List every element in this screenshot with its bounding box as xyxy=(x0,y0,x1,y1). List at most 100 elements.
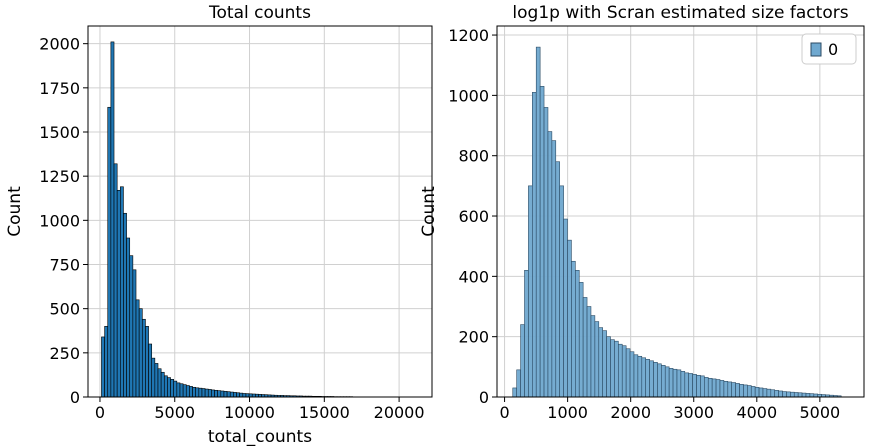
legend-label: 0 xyxy=(828,40,838,59)
histogram-bar xyxy=(539,86,545,398)
histogram-bar xyxy=(160,371,165,398)
histogram-bar xyxy=(198,387,203,398)
histogram-bar xyxy=(120,186,124,398)
histogram-bar xyxy=(664,366,670,398)
histogram-bar xyxy=(590,315,596,398)
histogram-bar xyxy=(145,326,149,398)
histogram-bar xyxy=(141,318,146,398)
y-tick-label: 1250 xyxy=(39,167,80,186)
histogram-bar xyxy=(239,392,244,398)
histogram-bar xyxy=(661,365,666,398)
histogram-bar xyxy=(762,388,768,398)
chart-log1p-scran: 0 1000 2000 3000 4000 5000 0 200 400 600 800 1000 12… xyxy=(419,3,865,422)
histogram-bar xyxy=(528,185,533,398)
histogram-bar xyxy=(233,392,237,398)
histogram-bar xyxy=(805,393,811,398)
histogram-bar xyxy=(547,131,553,398)
y-axis-label: Count xyxy=(419,186,439,237)
y-tick-label: 800 xyxy=(458,147,489,166)
axes-frame xyxy=(496,25,865,398)
histogram-bar xyxy=(126,237,131,398)
x-tick-label: 5000 xyxy=(799,403,840,422)
histogram-bar xyxy=(614,340,619,398)
histogram-bar xyxy=(524,270,529,398)
y-tick-label: 750 xyxy=(49,256,80,275)
histogram-bar xyxy=(692,374,697,398)
histogram-bar xyxy=(520,324,525,398)
histogram-bar xyxy=(606,336,611,398)
legend-swatch xyxy=(810,42,822,57)
y-tick-label: 1000 xyxy=(39,211,80,230)
y-tick-label: 1500 xyxy=(39,123,80,142)
histogram-bar xyxy=(211,389,215,398)
histogram-bar xyxy=(747,385,752,398)
x-tick-label: 2000 xyxy=(610,403,651,422)
histogram-bar xyxy=(563,218,568,398)
histogram-bar xyxy=(790,391,795,398)
histogram-bar xyxy=(750,386,756,398)
chart-total-counts: 0 5000 10000 15000 20000 0 250 500 750 1000 1250 15… xyxy=(5,3,433,447)
x-tick-label: 20000 xyxy=(374,403,425,422)
histogram-bar xyxy=(154,363,159,398)
histogram-bar xyxy=(242,393,247,398)
histogram-bar xyxy=(793,392,799,398)
axes-frame xyxy=(87,25,433,398)
y-tick-label: 1200 xyxy=(448,26,489,45)
histogram-bar xyxy=(707,377,713,398)
histogram-bar xyxy=(645,358,650,398)
histogram-bar xyxy=(185,385,190,398)
histogram-bar xyxy=(543,107,549,398)
histogram-bar xyxy=(555,161,560,398)
y-tick-label: 0 xyxy=(70,388,80,407)
histogram-bar xyxy=(766,388,772,398)
x-tick-label: 0 xyxy=(499,403,509,422)
histogram-bar xyxy=(676,369,682,398)
y-tick-label: 250 xyxy=(49,344,80,363)
histogram-bar xyxy=(157,368,162,398)
x-tick-label: 4000 xyxy=(736,403,777,422)
histogram-bar xyxy=(182,384,187,398)
histogram-bar xyxy=(236,392,240,398)
histogram-bar xyxy=(113,163,118,398)
histogram-bar xyxy=(512,387,517,398)
histogram-bar xyxy=(653,362,658,398)
histogram-bar xyxy=(245,393,250,398)
histogram-bar xyxy=(758,387,764,398)
histogram-bar xyxy=(204,388,209,398)
histogram-bar xyxy=(637,355,643,398)
histogram-bar xyxy=(167,377,171,398)
histogram-bar xyxy=(132,269,137,398)
histogram-bar xyxy=(797,392,803,398)
histogram-bar xyxy=(189,386,193,398)
histogram-bar xyxy=(217,390,222,398)
chart-title: log1p with Scran estimated size factors xyxy=(512,3,848,23)
histogram-bar xyxy=(629,351,635,398)
histogram-bar xyxy=(575,270,580,398)
x-tick-label: 5000 xyxy=(154,403,195,422)
histogram-bar xyxy=(578,282,584,398)
histogram-bar xyxy=(735,383,740,398)
histogram-bar xyxy=(743,384,748,398)
histogram-bar xyxy=(179,383,184,398)
y-tick-label: 0 xyxy=(479,388,489,407)
y-tick-label: 1000 xyxy=(448,86,489,105)
histogram-bar xyxy=(170,379,175,398)
histogram-bar xyxy=(223,391,228,398)
histogram-bar xyxy=(104,326,109,398)
histogram-bar xyxy=(163,375,168,398)
x-tick-label: 0 xyxy=(95,403,105,422)
histogram-bar xyxy=(680,371,686,398)
x-axis-label: total_counts xyxy=(208,427,312,447)
histogram-bar xyxy=(151,357,156,398)
histogram-bar xyxy=(782,391,787,398)
histogram-bar xyxy=(774,390,779,398)
histogram-bar xyxy=(551,140,557,398)
histogram-bar xyxy=(226,391,231,398)
histogram-bar xyxy=(594,321,600,398)
histogram-bar xyxy=(567,239,572,398)
histogram-bar xyxy=(621,345,627,398)
y-tick-label: 500 xyxy=(49,300,80,319)
x-tick-label: 1000 xyxy=(547,403,588,422)
histogram-bar xyxy=(684,372,689,398)
